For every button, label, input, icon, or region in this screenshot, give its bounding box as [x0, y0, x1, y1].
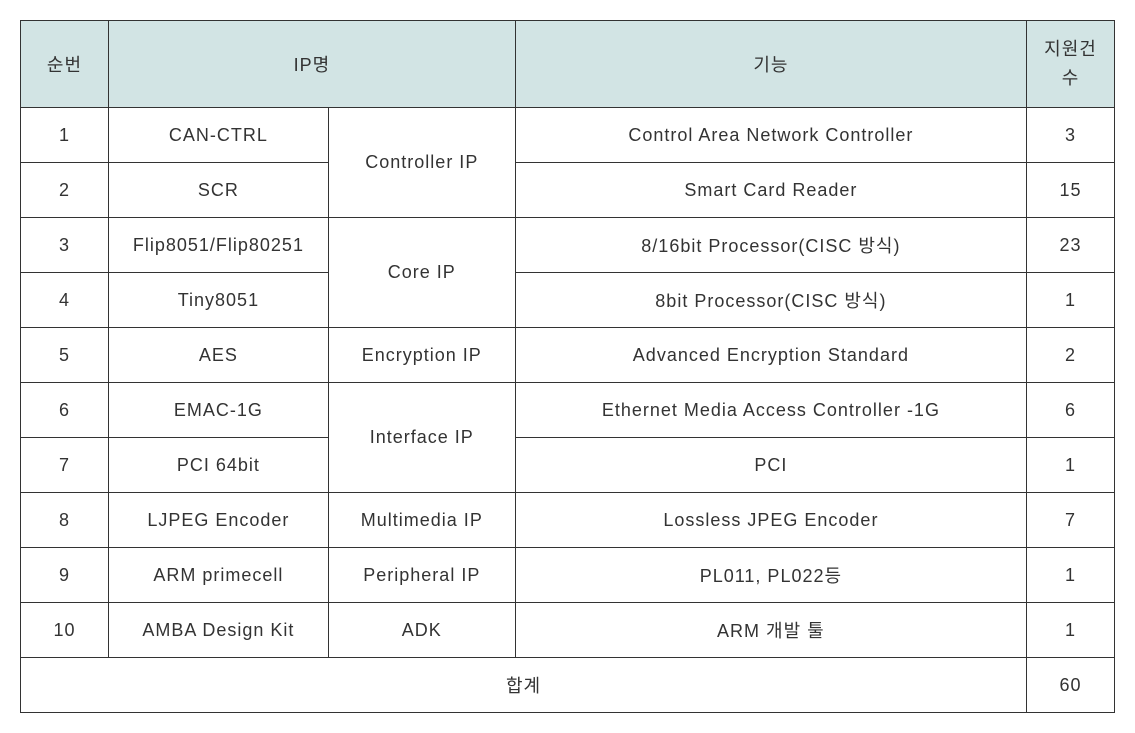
cell-func: Ethernet Media Access Controller -1G: [515, 383, 1026, 438]
cell-func: PCI: [515, 438, 1026, 493]
cell-count: 23: [1027, 218, 1115, 273]
header-count-line2: 수: [1062, 68, 1080, 88]
cell-num: 5: [21, 328, 109, 383]
cell-func: Advanced Encryption Standard: [515, 328, 1026, 383]
cell-ip: PCI 64bit: [108, 438, 328, 493]
cell-num: 4: [21, 273, 109, 328]
cell-count: 6: [1027, 383, 1115, 438]
cell-count: 1: [1027, 603, 1115, 658]
cell-cat: Encryption IP: [328, 328, 515, 383]
header-num: 순번: [21, 21, 109, 108]
cell-count: 3: [1027, 108, 1115, 163]
cell-cat: Interface IP: [328, 383, 515, 493]
cell-func: Lossless JPEG Encoder: [515, 493, 1026, 548]
ip-table: 순번 IP명 기능 지원건 수 1 CAN-CTRL Controller IP…: [20, 20, 1115, 713]
total-value: 60: [1027, 658, 1115, 713]
cell-count: 1: [1027, 548, 1115, 603]
cell-count: 1: [1027, 438, 1115, 493]
cell-count: 2: [1027, 328, 1115, 383]
cell-num: 8: [21, 493, 109, 548]
header-function: 기능: [515, 21, 1026, 108]
cell-cat: Multimedia IP: [328, 493, 515, 548]
cell-num: 6: [21, 383, 109, 438]
table-row: 6 EMAC-1G Interface IP Ethernet Media Ac…: [21, 383, 1115, 438]
cell-func: ARM 개발 툴: [515, 603, 1026, 658]
header-count: 지원건 수: [1027, 21, 1115, 108]
cell-num: 9: [21, 548, 109, 603]
cell-func: Control Area Network Controller: [515, 108, 1026, 163]
table-row: 7 PCI 64bit PCI 1: [21, 438, 1115, 493]
table-row: 9 ARM primecell Peripheral IP PL011, PL0…: [21, 548, 1115, 603]
header-count-line1: 지원건: [1044, 39, 1097, 59]
table-row: 2 SCR Smart Card Reader 15: [21, 163, 1115, 218]
cell-cat: Core IP: [328, 218, 515, 328]
header-row: 순번 IP명 기능 지원건 수: [21, 21, 1115, 108]
cell-cat: Peripheral IP: [328, 548, 515, 603]
cell-ip: SCR: [108, 163, 328, 218]
cell-func: Smart Card Reader: [515, 163, 1026, 218]
table-row: 4 Tiny8051 8bit Processor(CISC 방식) 1: [21, 273, 1115, 328]
cell-cat: Controller IP: [328, 108, 515, 218]
total-row: 합계 60: [21, 658, 1115, 713]
cell-ip: CAN-CTRL: [108, 108, 328, 163]
cell-num: 2: [21, 163, 109, 218]
cell-count: 7: [1027, 493, 1115, 548]
cell-count: 15: [1027, 163, 1115, 218]
cell-func: 8bit Processor(CISC 방식): [515, 273, 1026, 328]
cell-ip: Flip8051/Flip80251: [108, 218, 328, 273]
cell-cat: ADK: [328, 603, 515, 658]
cell-ip: Tiny8051: [108, 273, 328, 328]
table-row: 3 Flip8051/Flip80251 Core IP 8/16bit Pro…: [21, 218, 1115, 273]
table-row: 8 LJPEG Encoder Multimedia IP Lossless J…: [21, 493, 1115, 548]
cell-ip: AES: [108, 328, 328, 383]
cell-ip: EMAC-1G: [108, 383, 328, 438]
cell-count: 1: [1027, 273, 1115, 328]
cell-num: 10: [21, 603, 109, 658]
cell-ip: ARM primecell: [108, 548, 328, 603]
cell-num: 1: [21, 108, 109, 163]
total-label: 합계: [21, 658, 1027, 713]
cell-func: PL011, PL022등: [515, 548, 1026, 603]
cell-ip: AMBA Design Kit: [108, 603, 328, 658]
header-ipname: IP명: [108, 21, 515, 108]
cell-ip: LJPEG Encoder: [108, 493, 328, 548]
cell-num: 7: [21, 438, 109, 493]
cell-func: 8/16bit Processor(CISC 방식): [515, 218, 1026, 273]
table-row: 1 CAN-CTRL Controller IP Control Area Ne…: [21, 108, 1115, 163]
cell-num: 3: [21, 218, 109, 273]
table-row: 10 AMBA Design Kit ADK ARM 개발 툴 1: [21, 603, 1115, 658]
table-row: 5 AES Encryption IP Advanced Encryption …: [21, 328, 1115, 383]
